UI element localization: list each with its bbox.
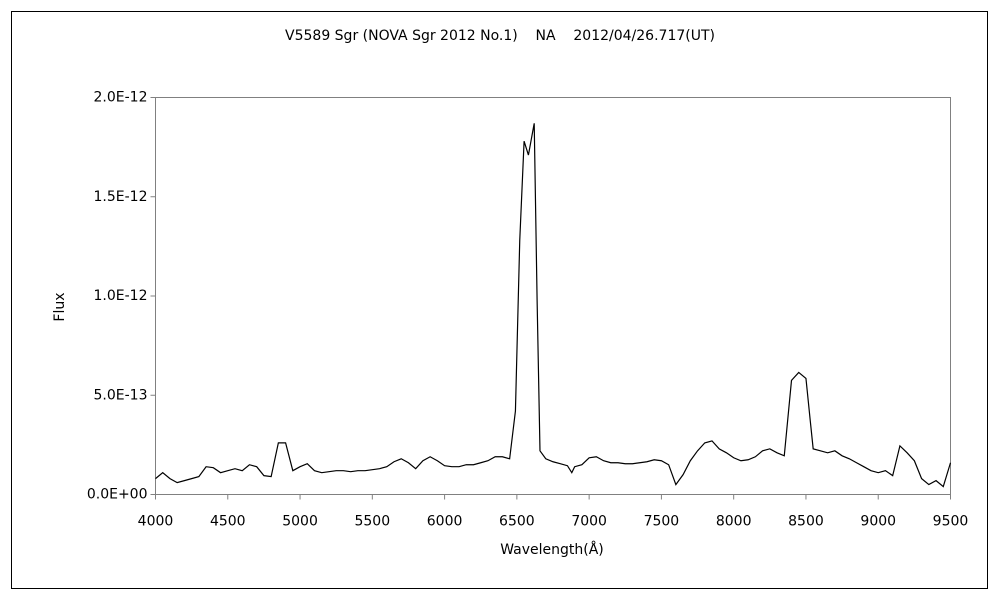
x-tick-label: 5500 bbox=[354, 514, 390, 530]
x-tick-label: 9500 bbox=[933, 514, 969, 530]
y-tick-label: 0.0E+00 bbox=[87, 487, 148, 503]
x-tick-label: 6000 bbox=[427, 514, 463, 530]
spectrum-line bbox=[155, 123, 952, 488]
x-tick-label: 8000 bbox=[716, 514, 752, 530]
y-axis-label: Flux bbox=[52, 292, 68, 321]
y-tick-label: 1.5E-12 bbox=[94, 189, 148, 205]
x-tick-label: 7500 bbox=[644, 514, 680, 530]
x-tick-label: 7000 bbox=[571, 514, 607, 530]
x-axis-label: Wavelength(Å) bbox=[500, 541, 604, 558]
x-tick-label: 4500 bbox=[210, 514, 246, 530]
y-tick-label: 1.0E-12 bbox=[94, 288, 148, 304]
chart-frame bbox=[11, 11, 988, 589]
x-tick-label: 5000 bbox=[282, 514, 318, 530]
y-tick-label: 5.0E-13 bbox=[94, 387, 148, 403]
chart-title: V5589 Sgr (NOVA Sgr 2012 No.1) NA 2012/0… bbox=[285, 28, 715, 44]
x-tick-label: 8500 bbox=[788, 514, 824, 530]
plot-area bbox=[155, 97, 951, 495]
y-tick-label: 2.0E-12 bbox=[94, 90, 148, 106]
x-tick-label: 9000 bbox=[860, 514, 896, 530]
x-tick-label: 6500 bbox=[499, 514, 535, 530]
x-tick-label: 4000 bbox=[138, 514, 174, 530]
